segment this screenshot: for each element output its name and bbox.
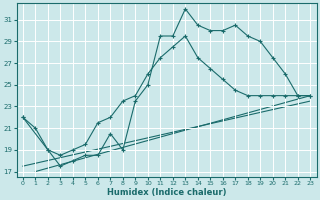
X-axis label: Humidex (Indice chaleur): Humidex (Indice chaleur) bbox=[107, 188, 226, 197]
